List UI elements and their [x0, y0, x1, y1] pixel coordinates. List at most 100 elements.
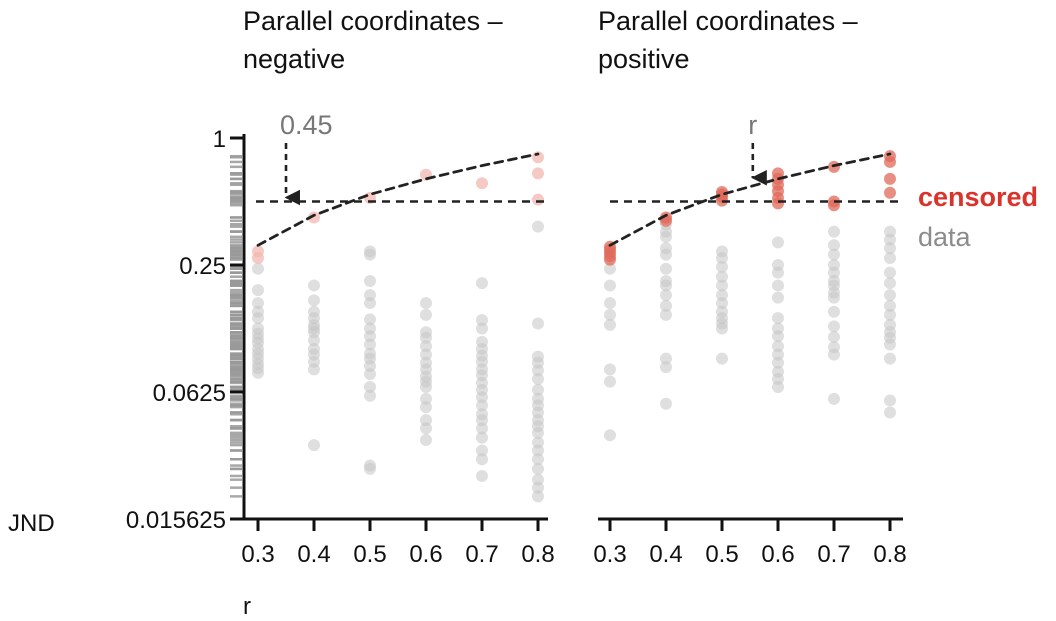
panel1-data-point	[252, 262, 264, 275]
panel2-data-point	[660, 308, 672, 321]
panel1-x-tick-label: 0.4	[297, 541, 330, 568]
panel2-data-point	[660, 299, 672, 312]
panel2-data-point	[772, 381, 784, 394]
panel2-data-point	[660, 248, 672, 261]
panel1-data-point	[364, 462, 376, 475]
panel1-data-point	[420, 381, 432, 394]
panel1-data-point	[532, 317, 544, 330]
panel1-data-point	[420, 340, 432, 353]
panel1-data-point	[364, 368, 376, 381]
panel2-data-point	[660, 230, 672, 243]
panel1-data-point	[420, 331, 432, 344]
panel1-x-tick-label: 0.8	[521, 541, 554, 568]
panel1-data-point	[532, 481, 544, 494]
y-tick-label: 1	[213, 126, 226, 153]
panel2-censored-point	[884, 172, 896, 185]
panel2-data-point	[604, 363, 616, 376]
panel1-data-point	[532, 383, 544, 396]
panel2-data-point	[828, 266, 840, 279]
panel1-x-tick-label: 0.3	[241, 541, 274, 568]
panel1-data-point	[420, 392, 432, 405]
panel1-data-point	[532, 426, 544, 439]
panel2-data-point	[604, 279, 616, 292]
panel2-censored-point	[604, 253, 616, 266]
panel1-data-point	[364, 389, 376, 402]
panel2-data-point	[772, 236, 784, 249]
panel2-data-point	[604, 262, 616, 275]
panel2-data-point	[772, 291, 784, 304]
panel1-data-point	[252, 284, 264, 297]
panel2-data-point	[828, 305, 840, 318]
panel2-data-point	[884, 406, 896, 419]
panel1-data-point	[308, 294, 320, 307]
panel1-data-point	[420, 297, 432, 310]
panel1-data-point	[364, 381, 376, 394]
panel2-title-line: Parallel coordinates –	[598, 6, 858, 36]
panel1-x-tick-label: 0.6	[409, 541, 442, 568]
panel2-data-point	[884, 233, 896, 246]
panel2-data-point	[660, 279, 672, 292]
panel1-data-point	[532, 453, 544, 466]
panel1-data-point	[476, 314, 488, 327]
panel2-data-point	[772, 279, 784, 292]
panel2-data-point	[828, 239, 840, 252]
panel1-data-point	[476, 453, 488, 466]
panel2-data-point	[884, 242, 896, 255]
panel1-data-point	[252, 312, 264, 325]
panel1-title-line: Parallel coordinates –	[243, 6, 503, 36]
panel2-x-tick-label: 0.6	[761, 541, 794, 568]
panel2-data-point	[660, 397, 672, 410]
panel1-data-point	[532, 373, 544, 386]
panel1-data-point	[364, 313, 376, 326]
y-tick-label: 0.0625	[153, 380, 226, 407]
panel2-data-point	[884, 289, 896, 302]
panel1-data-point	[476, 277, 488, 290]
panel1-data-point	[476, 469, 488, 482]
panel1-censored-point	[532, 167, 544, 180]
y-axis-label: JND	[8, 510, 55, 537]
x-axis-label: r	[243, 593, 251, 620]
legend-data: data	[918, 222, 972, 252]
panel2-data-point	[716, 279, 728, 292]
panel2-data-point	[716, 270, 728, 283]
panel2-data-point	[884, 338, 896, 351]
panel1-data-point	[364, 274, 376, 287]
panel1-data-point	[476, 322, 488, 335]
panel2-data-point	[828, 248, 840, 261]
panel1-fit-curve	[256, 152, 540, 247]
panel2-data-point	[772, 356, 784, 369]
panel2-title-line: positive	[598, 44, 690, 74]
panel2-data-point	[604, 375, 616, 388]
panel2-x-tick-label: 0.5	[705, 541, 738, 568]
panel2-data-point	[828, 291, 840, 304]
panel1-data-point	[532, 220, 544, 233]
panel2-x-tick-label: 0.7	[817, 541, 850, 568]
legend-censored: censored	[918, 182, 1038, 212]
panel1-data-point	[308, 363, 320, 376]
panel2-data-point	[884, 277, 896, 290]
panel2-annotation-label: r	[748, 110, 757, 140]
panel1-data-point	[364, 248, 376, 261]
panel1-x-tick-label: 0.5	[353, 541, 386, 568]
panel2-data-point	[604, 318, 616, 331]
panel2-data-point	[828, 392, 840, 405]
panel1-data-point	[420, 414, 432, 427]
panel2-data-point	[604, 297, 616, 310]
panel1-censored-point	[252, 251, 264, 264]
panel1-data-point	[532, 462, 544, 475]
panel2-data-point	[660, 352, 672, 365]
panel2-data-point	[716, 322, 728, 335]
panel2-fit-curve	[608, 152, 892, 247]
panel1-data-point	[252, 297, 264, 310]
panel1-data-point	[476, 414, 488, 427]
panel2-data-point	[772, 330, 784, 343]
panel2-data-point	[884, 299, 896, 312]
panel2-data-point	[828, 320, 840, 333]
panel1-data-point	[420, 434, 432, 447]
panel1-censored-point	[308, 211, 320, 224]
panel1-x-tick-label: 0.7	[465, 541, 498, 568]
panel2-data-point	[884, 251, 896, 264]
panel2-data-point	[772, 340, 784, 353]
panel1-censored-point	[532, 193, 544, 206]
